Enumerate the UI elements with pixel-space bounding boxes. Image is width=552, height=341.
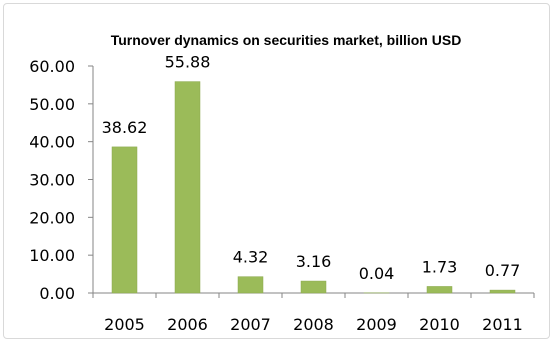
x-tick-label: 2009 [356, 315, 397, 334]
data-label-2007: 4.32 [233, 248, 269, 267]
data-label-2008: 3.16 [296, 252, 332, 271]
bar-2008 [300, 280, 327, 294]
x-tick-label: 2008 [293, 315, 334, 334]
y-tick-label: 50.00 [29, 95, 75, 114]
chart-title: Turnover dynamics on securities market, … [111, 32, 462, 48]
y-tick-label: 20.00 [29, 208, 75, 227]
x-tick-label: 2007 [230, 315, 271, 334]
y-axis-ticks: 0.00 10.00 20.00 30.00 40.00 50.00 60.00 [29, 57, 93, 303]
x-tick-label: 2011 [482, 315, 523, 334]
x-tick-label: 2006 [167, 315, 208, 334]
chart-frame [3, 3, 550, 339]
y-tick-label: 0.00 [39, 284, 75, 303]
bar-2011 [489, 289, 516, 294]
y-tick-label: 30.00 [29, 171, 75, 190]
bar-2010 [426, 286, 453, 294]
data-labels: 38.62 55.88 4.32 3.16 0.04 1.73 0.77 [102, 53, 521, 283]
data-label-2011: 0.77 [485, 261, 521, 280]
bar-2007 [237, 276, 264, 294]
x-axis-ticks: 2005 2006 2007 2008 2009 2010 2011 [92, 293, 535, 334]
data-label-2006: 55.88 [165, 53, 211, 72]
data-label-2005: 38.62 [102, 118, 148, 137]
y-tick-label: 10.00 [29, 246, 75, 265]
bars [111, 81, 516, 294]
x-tick-label: 2010 [419, 315, 460, 334]
x-tick-label: 2005 [104, 315, 145, 334]
data-label-2010: 1.73 [422, 257, 458, 276]
y-tick-label: 60.00 [29, 57, 75, 76]
bar-2005 [111, 146, 138, 294]
data-label-2009: 0.04 [359, 264, 395, 283]
y-tick-label: 40.00 [29, 133, 75, 152]
bar-2006 [174, 81, 201, 294]
